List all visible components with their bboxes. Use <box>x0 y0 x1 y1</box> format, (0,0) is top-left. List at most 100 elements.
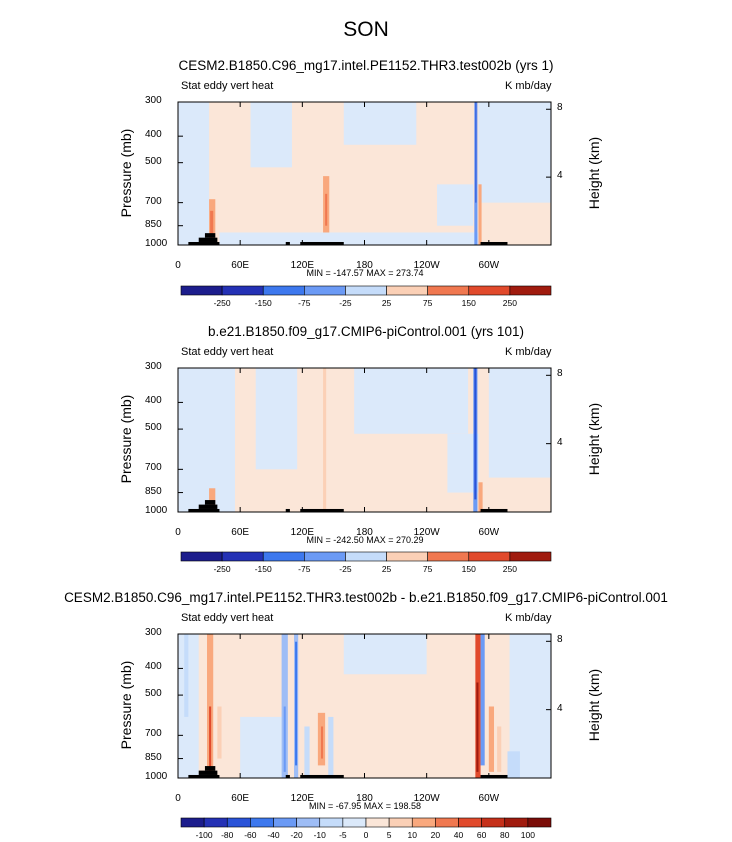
contour-patch <box>302 368 307 512</box>
topography-mask <box>480 508 508 512</box>
x-tick-label: 120W <box>413 793 440 804</box>
colorbar-label: -20 <box>290 830 303 840</box>
colorbar-label: 40 <box>453 830 464 840</box>
topography-mask <box>204 766 216 771</box>
topography-mask <box>204 233 216 238</box>
min-max-text: MIN = -147.57 MAX = 273.74 <box>306 268 424 278</box>
contour-patch <box>209 706 212 772</box>
colorbar-box <box>273 817 297 828</box>
colorbar-label: -25 <box>339 564 352 574</box>
topography-mask <box>480 241 508 245</box>
y-tick-label: 500 <box>145 688 162 700</box>
min-max-text: MIN = -242.50 MAX = 270.29 <box>306 535 424 545</box>
x-tick-label: 60E <box>231 260 250 271</box>
contour-patch <box>304 726 310 778</box>
colorbar-label: -150 <box>254 298 272 308</box>
topography-mask <box>285 774 290 778</box>
topography-mask <box>188 508 220 512</box>
colorbar-box <box>365 817 390 828</box>
colorbar-label: 5 <box>386 830 392 840</box>
contour-patch <box>478 184 482 245</box>
topography-mask <box>188 241 220 245</box>
panel-title: b.e21.B1850.f09_g17.CMIP6-piControl.001 … <box>208 324 524 339</box>
contour-patch <box>343 634 427 675</box>
colorbar-box <box>435 817 459 828</box>
contour-patch <box>210 210 214 239</box>
colorbar-box <box>226 817 251 828</box>
x-tick-label: 60E <box>231 793 250 804</box>
y-tick-label: 700 <box>145 728 162 740</box>
x-tick-label: 180 <box>356 260 373 271</box>
height-tick-label: 8 <box>557 102 563 114</box>
contour-patch <box>240 716 282 778</box>
x-tick-label: 180 <box>356 793 373 804</box>
contour-patch <box>281 634 288 778</box>
contour-patch <box>178 634 199 778</box>
colorbar-label: -250 <box>213 298 231 308</box>
topography-mask <box>300 774 344 778</box>
colorbar-label: 10 <box>407 830 417 840</box>
colorbar-label: 20 <box>430 830 441 840</box>
topography-mask <box>198 504 218 509</box>
colorbar-label: -25 <box>339 298 352 308</box>
colorbar-box <box>458 817 482 828</box>
y-tick-label: 400 <box>145 129 162 141</box>
colorbar-box <box>527 817 552 828</box>
colorbar-box <box>509 551 552 562</box>
y-tick-label: 1000 <box>145 505 168 516</box>
y-tick-label: 400 <box>145 661 162 673</box>
y-tick-label: 500 <box>145 155 162 167</box>
x-tick-label: 120E <box>290 527 315 538</box>
colorbar-label: -5 <box>339 830 347 840</box>
colorbar-label: -250 <box>213 564 231 574</box>
colorbar-label: 25 <box>381 298 392 308</box>
units-label: K mb/day <box>505 80 552 92</box>
colorbar-label: 75 <box>422 564 433 574</box>
contour-patch <box>328 716 334 778</box>
topography-mask <box>285 508 290 512</box>
colorbar-label: -75 <box>298 298 311 308</box>
colorbar-label: -80 <box>221 830 234 840</box>
contour-patch <box>507 751 520 778</box>
colorbar-label: 150 <box>461 564 476 574</box>
contour-patch <box>354 368 469 434</box>
y-tick-label: 1000 <box>145 771 168 782</box>
contour-patch <box>250 102 292 168</box>
contour-patch <box>217 706 222 759</box>
colorbar-box <box>388 817 413 828</box>
colorbar-box <box>203 817 228 828</box>
min-max-text: MIN = -67.95 MAX = 198.58 <box>308 801 422 811</box>
topography-mask <box>198 770 218 775</box>
colorbar-box <box>411 817 436 828</box>
contour-patch <box>343 102 417 145</box>
panel-title: CESM2.B1850.C96_mg17.intel.PE1152.THR3.t… <box>64 590 668 605</box>
topography-mask <box>300 508 344 512</box>
x-tick-label: 120E <box>290 260 315 271</box>
colorbar-box <box>504 817 529 828</box>
contour-patch <box>283 706 286 772</box>
y-tick-label: 300 <box>145 95 162 106</box>
x-tick-label: 120E <box>290 793 315 804</box>
x-tick-label: 0 <box>175 793 181 804</box>
contour-patch <box>488 706 495 772</box>
colorbar-box <box>342 817 367 828</box>
contour-patch <box>437 184 474 226</box>
y-tick-label: 300 <box>145 627 162 638</box>
y-tick-label: 400 <box>145 395 162 407</box>
contour-patch <box>325 193 328 226</box>
height-tick-label: 4 <box>557 702 563 714</box>
variable-label: Stat eddy vert heat <box>181 346 274 358</box>
topography-mask <box>285 241 290 245</box>
contour-patch <box>320 726 324 759</box>
contour-patch <box>480 634 485 766</box>
x-tick-label: 0 <box>175 260 181 271</box>
colorbar-label: 250 <box>502 564 517 574</box>
colorbar-label: -10 <box>313 830 326 840</box>
topography-mask <box>204 500 216 505</box>
x-tick-label: 60E <box>231 527 250 538</box>
y-tick-label: 850 <box>145 751 162 763</box>
